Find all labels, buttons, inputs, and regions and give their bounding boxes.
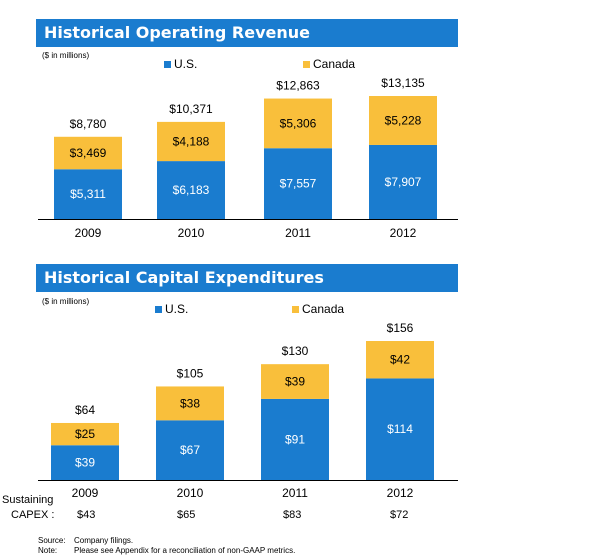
bar-value-label: $5,311 (70, 187, 106, 201)
sustaining-capex-value: $83 (283, 509, 302, 521)
bar-canada (157, 121, 225, 162)
capex-units-label: ($ in millions) (42, 297, 90, 306)
bar-canada (366, 341, 434, 379)
x-tick-label: 2009 (72, 486, 99, 500)
bar-value-label: $25 (75, 427, 95, 441)
bar-value-label: $4,188 (173, 134, 210, 148)
sustaining-capex-label-line2: CAPEX : (11, 509, 55, 521)
source-label: Source: (38, 536, 66, 545)
sustaining-capex-value: $43 (77, 509, 96, 521)
bar-value-label: $42 (390, 353, 410, 367)
legend-swatch-us (164, 60, 171, 68)
bar-canada (54, 136, 122, 170)
bar-total-label: $13,135 (381, 76, 425, 90)
revenue-chart: $5,311 $3,469 $8,780 2009 $6,183 $4,188 $10,37… (38, 76, 458, 240)
bar-value-label: $114 (387, 422, 413, 436)
bar-us (156, 420, 224, 480)
legend-label-us: U.S. (165, 302, 189, 316)
bar-canada (264, 98, 332, 149)
revenue-legend-canada: Canada (303, 57, 355, 71)
bar-total-label: $12,863 (276, 79, 320, 93)
x-tick-label: 2009 (75, 226, 102, 240)
bar-canada (51, 422, 119, 446)
bar-value-label: $7,557 (280, 177, 317, 191)
bar-value-label: $39 (75, 456, 95, 470)
sustaining-capex-label-line1: Sustaining (2, 494, 54, 506)
bar-total-label: $105 (177, 366, 204, 380)
bar-value-label: $6,183 (173, 183, 210, 197)
capex-chart: $39 $25 $64 2009 $67 $38 $105 2010 $91 $39 $130 201… (38, 321, 458, 500)
bar-canada (156, 386, 224, 421)
note-text: Please see Appendix for a reconciliation… (74, 546, 296, 555)
bar-us (51, 445, 119, 480)
capex-legend-canada: Canada (292, 302, 344, 316)
bar-us (366, 378, 434, 480)
legend-label-canada: Canada (313, 57, 356, 71)
bar-total-label: $130 (282, 344, 309, 358)
x-tick-label: 2011 (285, 226, 311, 240)
bar-total-label: $8,780 (70, 117, 107, 131)
x-tick-label: 2012 (387, 486, 414, 500)
legend-swatch-us (155, 305, 162, 313)
revenue-units-label: ($ in millions) (42, 51, 90, 60)
x-tick-label: 2010 (178, 226, 205, 240)
bar-total-label: $156 (387, 321, 414, 335)
bar-canada (369, 96, 437, 145)
bar-us (369, 144, 437, 219)
sustaining-capex-value: $65 (177, 509, 196, 521)
bar-us (264, 148, 332, 219)
legend-swatch-canada (303, 60, 310, 68)
bar-us (157, 161, 225, 219)
bar-us (261, 398, 329, 480)
bar-value-label: $67 (180, 443, 200, 457)
legend-swatch-canada (292, 305, 299, 313)
bar-value-label: $7,907 (385, 175, 422, 189)
bar-canada (261, 364, 329, 399)
bar-us (54, 169, 122, 219)
capex-legend-us: U.S. (155, 302, 188, 316)
bar-value-label: $5,228 (385, 113, 422, 127)
bar-total-label: $64 (75, 403, 95, 417)
revenue-chart-title: Historical Operating Revenue (36, 19, 458, 47)
bar-value-label: $91 (285, 432, 305, 446)
legend-label-canada: Canada (302, 302, 345, 316)
sustaining-capex-value: $72 (390, 509, 409, 521)
note-label: Note: (38, 546, 58, 555)
revenue-legend-us: U.S. (164, 57, 197, 71)
source-text: Company filings. (74, 536, 134, 545)
bar-value-label: $3,469 (70, 146, 107, 160)
x-tick-label: 2010 (177, 486, 204, 500)
capex-chart-title: Historical Capital Expenditures (36, 264, 458, 292)
x-tick-label: 2012 (390, 226, 417, 240)
x-tick-label: 2011 (282, 486, 308, 500)
bar-value-label: $5,306 (280, 116, 317, 130)
legend-label-us: U.S. (174, 57, 198, 71)
bar-value-label: $39 (285, 375, 305, 389)
bar-total-label: $10,371 (169, 102, 213, 116)
bar-value-label: $38 (180, 396, 200, 410)
